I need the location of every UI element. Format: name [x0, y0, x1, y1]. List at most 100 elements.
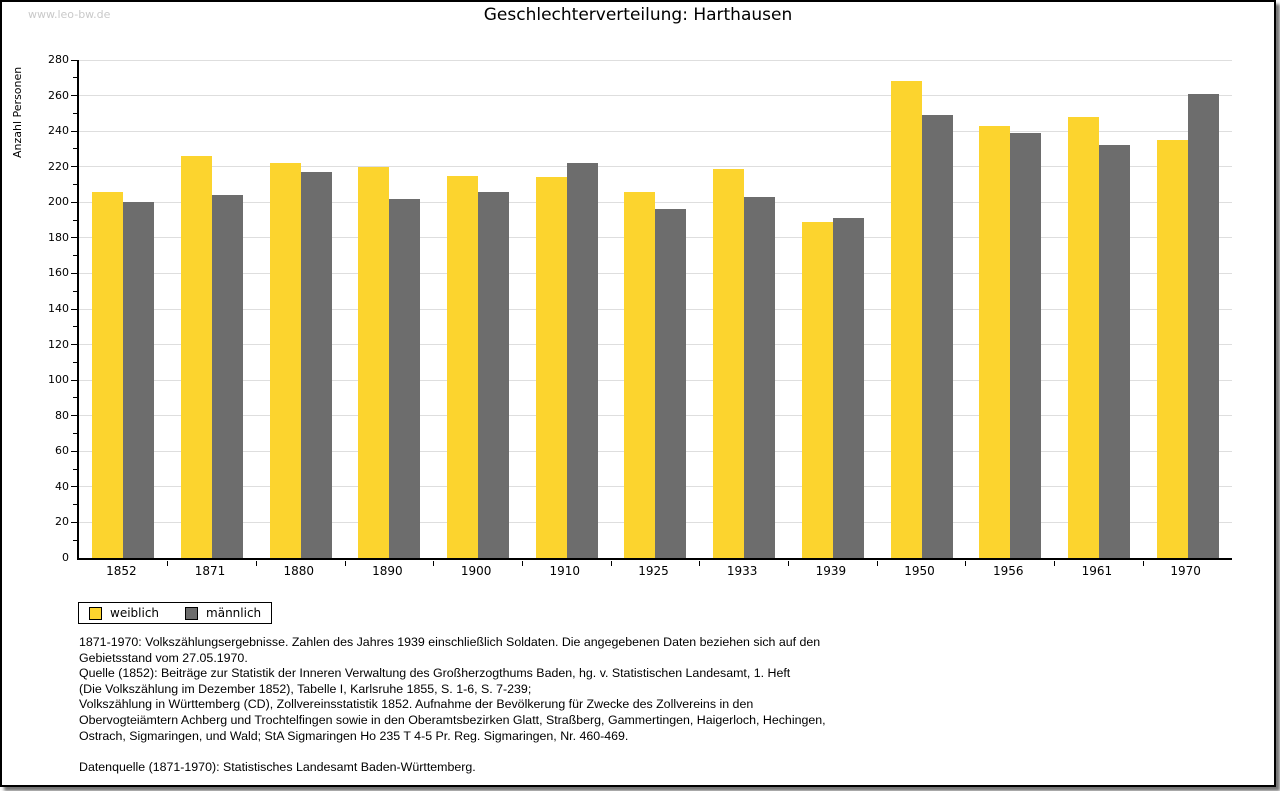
bars-row	[79, 60, 1232, 558]
y-major-tick	[71, 130, 77, 132]
y-minor-tick	[73, 148, 77, 150]
y-tick-label: 220	[48, 159, 69, 173]
bar-weiblich-1900	[447, 175, 479, 558]
bar-männlich-1852	[123, 202, 155, 558]
x-tick	[433, 561, 435, 566]
bar-weiblich-1871	[181, 156, 213, 558]
bar-group-1871	[168, 60, 257, 558]
legend-box: weiblich männlich	[78, 602, 273, 624]
bar-männlich-1939	[832, 218, 864, 558]
gridline	[79, 59, 1232, 61]
y-major-tick	[71, 486, 77, 488]
x-tick-label: 1956	[992, 564, 1024, 578]
x-tick	[876, 561, 878, 566]
x-tick-label: 1933	[726, 564, 758, 578]
y-minor-tick	[73, 219, 77, 221]
bar-männlich-1925	[655, 209, 687, 558]
y-tick-label: 140	[48, 302, 69, 315]
y-minor-tick	[73, 361, 77, 363]
y-tick-label: 0	[62, 551, 69, 564]
y-tick-label: 40	[55, 479, 69, 493]
y-minor-tick	[73, 433, 77, 434]
x-tick-label: 1970	[1170, 564, 1201, 578]
x-tick-label: 1939	[815, 564, 847, 578]
y-axis-label: Anzahl Personen	[11, 66, 24, 158]
y-major-tick	[71, 521, 77, 523]
source-line: (Die Volkszählung im Dezember 1852), Tab…	[79, 681, 532, 696]
x-tick-label: 1871	[194, 564, 226, 578]
source-notes: 1871-1970: Volkszählungsergebnisse. Zahl…	[79, 635, 1199, 775]
y-tick-label: 280	[48, 53, 69, 66]
source-line: Gebietsstand vom 27.05.1970.	[79, 650, 248, 665]
bar-group-1880	[256, 60, 345, 558]
gridline	[79, 166, 1232, 168]
bar-group-1956	[966, 60, 1055, 558]
y-minor-tick	[73, 184, 77, 185]
bar-männlich-1933	[744, 196, 776, 558]
x-tick	[965, 561, 967, 566]
y-tick-label: 240	[48, 124, 69, 138]
x-tick-label: 1961	[1081, 564, 1113, 578]
bar-männlich-1956	[1010, 132, 1042, 558]
y-minor-tick	[73, 290, 77, 292]
gridline	[79, 95, 1232, 97]
y-major-tick	[71, 308, 77, 310]
x-tick-label: 1880	[283, 564, 314, 578]
y-tick-label: 160	[48, 266, 69, 280]
y-tick-label: 60	[55, 444, 69, 458]
bar-weiblich-1970	[1156, 140, 1188, 558]
x-tick-label: 1890	[372, 564, 403, 578]
y-major-tick	[71, 237, 77, 239]
y-minor-tick	[73, 326, 77, 328]
bar-group-1852	[79, 60, 168, 558]
y-minor-tick	[73, 255, 77, 257]
bar-weiblich-1939	[801, 221, 833, 558]
x-tick	[167, 561, 169, 566]
bar-männlich-1880	[300, 172, 332, 558]
legend-item-männlich: männlich	[185, 606, 261, 620]
x-tick	[699, 561, 701, 566]
bar-group-1939	[789, 60, 878, 558]
source-line: 1871-1970: Volkszählungsergebnisse. Zahl…	[79, 635, 821, 649]
bar-weiblich-1880	[269, 163, 301, 558]
x-tick	[344, 561, 346, 566]
source-line: Volkszählung in Württemberg (CD), Zollve…	[79, 697, 754, 712]
watermark-text: www.leo-bw.de	[28, 8, 111, 21]
y-major-tick	[71, 59, 77, 61]
gridline	[79, 130, 1232, 132]
y-minor-tick	[73, 504, 77, 506]
y-tick-label: 100	[48, 373, 69, 387]
y-tick-label: 20	[55, 515, 69, 529]
bar-group-1961	[1055, 60, 1144, 558]
bar-männlich-1950	[921, 115, 953, 558]
x-tick-label: 1852	[106, 564, 137, 578]
source-line: Quelle (1852): Beiträge zur Statistik de…	[79, 666, 791, 681]
bar-weiblich-1910	[535, 177, 567, 558]
x-tick-label: 1950	[904, 564, 935, 578]
legend-swatch-männlich	[185, 606, 199, 620]
bar-weiblich-1925	[624, 191, 656, 558]
x-tick	[521, 561, 523, 566]
chart-title: Geschlechterverteilung: Harthausen	[483, 5, 793, 25]
bar-männlich-1970	[1187, 93, 1219, 558]
bar-weiblich-1961	[1067, 116, 1099, 558]
bar-weiblich-1956	[979, 125, 1011, 558]
bar-group-1900	[434, 60, 523, 558]
x-tick	[1142, 561, 1144, 566]
x-tick	[610, 561, 612, 566]
bar-weiblich-1933	[713, 168, 745, 558]
y-major-tick	[71, 95, 77, 97]
x-tick-label: 1925	[638, 564, 669, 578]
legend-label: männlich	[206, 606, 262, 620]
y-major-tick	[71, 379, 77, 381]
bar-männlich-1910	[566, 163, 598, 558]
x-axis-labels: 1852 1871 1880 1890 1900 1910 1925 1933 1939 1950…	[77, 564, 1230, 578]
source-line: Ostrach, Sigmaringen, und Wald; StA Sigm…	[79, 728, 629, 743]
bar-männlich-1890	[389, 198, 421, 558]
y-minor-tick	[73, 539, 77, 541]
y-major-tick	[71, 450, 77, 452]
y-major-tick	[71, 166, 77, 168]
y-tick-label: 80	[55, 408, 69, 422]
bar-group-1890	[345, 60, 434, 558]
